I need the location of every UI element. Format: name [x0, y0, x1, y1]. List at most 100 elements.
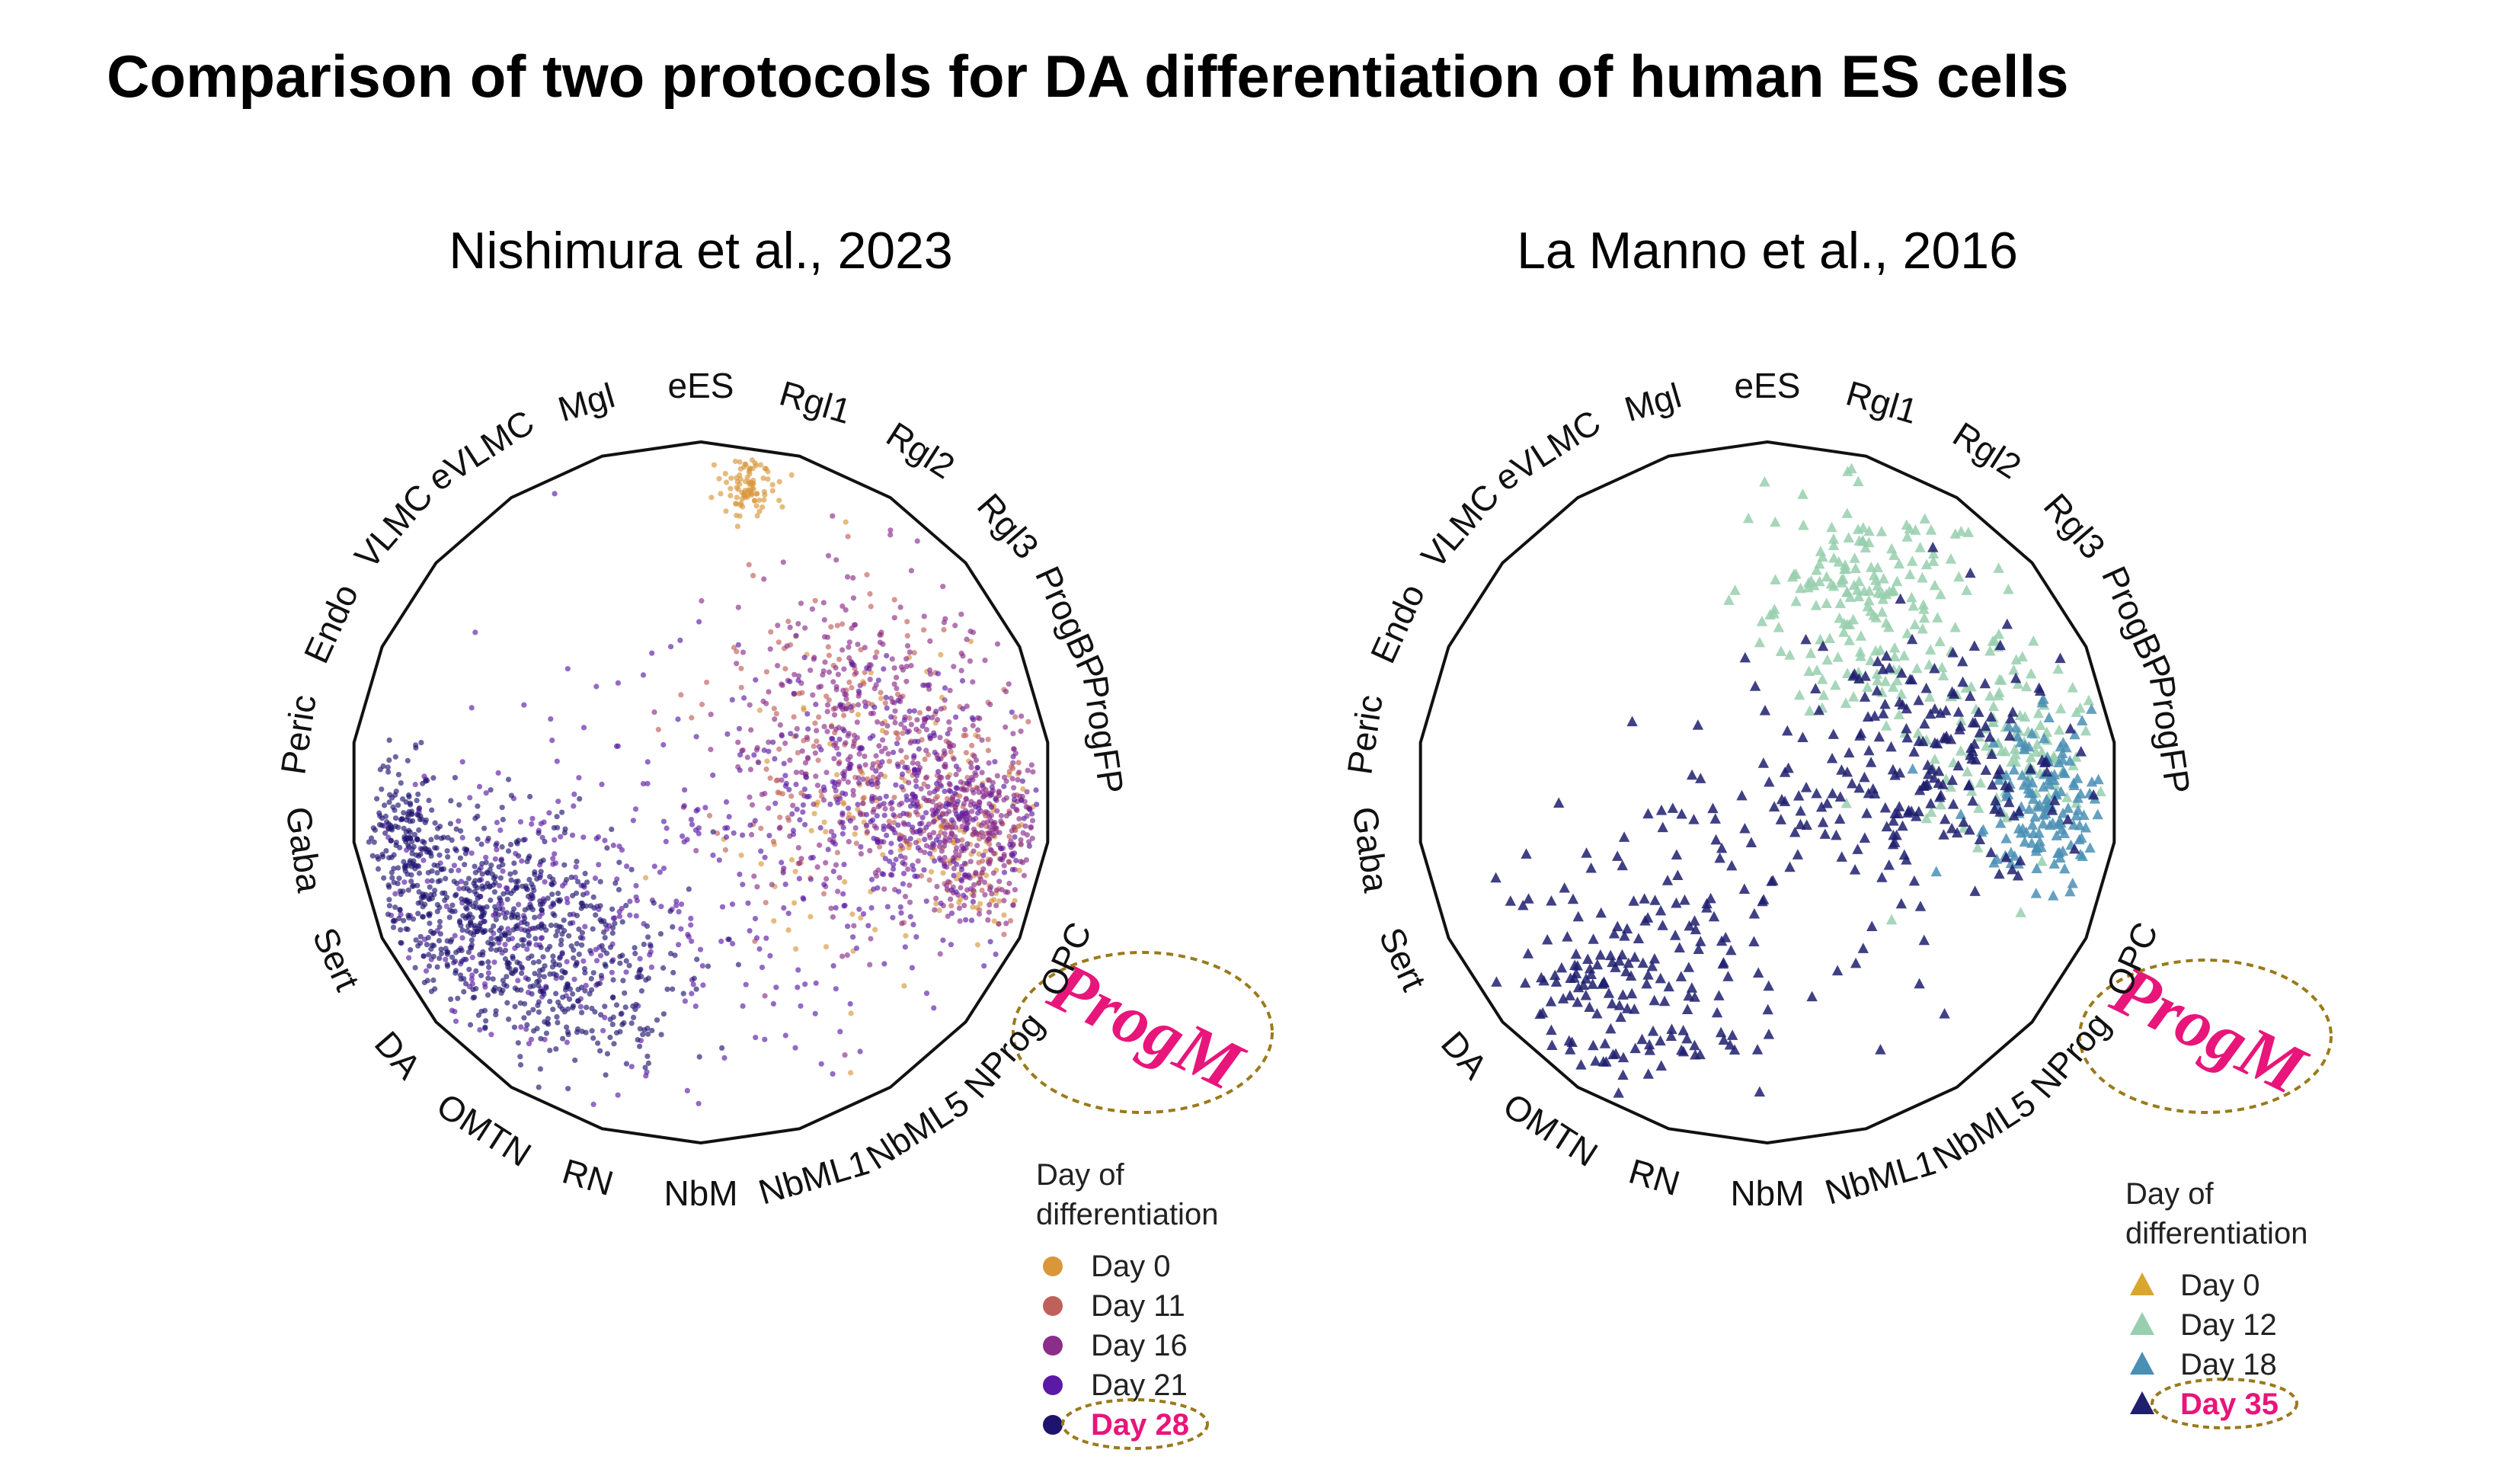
point-day-16 [872, 655, 878, 661]
point-day-21 [919, 815, 926, 821]
point-day-35 [1689, 915, 1700, 926]
legend-label-day-16: Day 16 [1091, 1329, 1188, 1362]
point-day-21 [902, 944, 908, 950]
point-day-35 [1657, 920, 1668, 930]
point-day-12 [1844, 619, 1856, 629]
axis-label-sert: Sert [305, 921, 367, 997]
point-day-12 [1876, 526, 1888, 536]
point-day-12 [1870, 575, 1882, 585]
point-day-16 [946, 719, 952, 725]
point-day-28 [641, 1027, 648, 1033]
point-day-21 [891, 811, 897, 818]
point-day-28 [432, 986, 438, 992]
point-day-11 [814, 738, 820, 744]
point-day-28 [598, 1012, 604, 1018]
point-day-21 [595, 834, 602, 840]
point-day-16 [982, 891, 988, 898]
point-day-35 [1889, 769, 1901, 780]
point-day-21 [839, 810, 846, 816]
point-day-35 [1965, 567, 1976, 578]
point-day-35 [1852, 843, 1863, 854]
point-day-28 [437, 955, 443, 962]
point-day-21 [881, 801, 887, 807]
point-day-12 [1910, 524, 1921, 535]
point-day-11 [782, 666, 788, 672]
point-day-21 [443, 956, 449, 962]
point-day-28 [413, 937, 419, 943]
point-day-11 [891, 597, 897, 603]
point-day-11 [977, 907, 983, 913]
point-day-11 [904, 632, 910, 639]
point-day-21 [920, 682, 926, 688]
point-day-28 [405, 757, 411, 763]
point-day-28 [493, 842, 499, 848]
point-day-35 [1605, 949, 1617, 961]
point-day-12 [1972, 842, 1984, 853]
point-day-16 [908, 722, 914, 728]
point-day-18 [1993, 774, 2004, 785]
point-day-12 [1906, 591, 1917, 603]
point-day-21 [660, 818, 667, 824]
point-day-35 [1661, 875, 1674, 885]
point-day-21 [571, 803, 577, 809]
point-day-28 [372, 827, 378, 833]
point-day-18 [2086, 776, 2098, 787]
point-day-16 [823, 770, 830, 776]
point-day-35 [1657, 821, 1668, 833]
point-day-35 [1521, 848, 1532, 859]
point-day-21 [1034, 802, 1040, 808]
point-day-16 [812, 750, 818, 756]
point-day-16 [958, 779, 964, 785]
point-day-35 [1550, 976, 1562, 987]
point-day-21 [884, 904, 891, 910]
point-day-18 [2023, 783, 2034, 794]
point-day-21 [881, 666, 887, 672]
point-day-35 [1584, 1001, 1595, 1012]
point-day-28 [511, 860, 517, 866]
point-day-28 [735, 962, 742, 968]
point-day-28 [543, 1030, 550, 1036]
point-day-21 [597, 952, 604, 959]
point-day-12 [1828, 552, 1840, 563]
point-day-11 [763, 669, 770, 675]
point-day-28 [410, 818, 416, 824]
point-day-16 [824, 702, 831, 708]
point-day-35 [1974, 727, 1985, 738]
point-day-21 [491, 959, 497, 965]
point-day-28 [518, 987, 524, 993]
point-day-28 [472, 878, 478, 884]
point-day-16 [1006, 880, 1012, 887]
point-day-21 [935, 671, 942, 677]
point-day-28 [417, 940, 424, 946]
point-day-28 [409, 863, 415, 869]
axis-label-nbm: NbM [664, 1173, 737, 1213]
point-day-21 [630, 818, 637, 824]
point-day-0 [983, 872, 990, 879]
point-day-28 [504, 1000, 510, 1006]
point-day-11 [768, 629, 774, 635]
point-day-0 [769, 482, 776, 488]
point-day-0 [738, 852, 744, 859]
point-day-21 [800, 895, 806, 901]
point-day-16 [775, 623, 781, 629]
point-day-21 [495, 770, 501, 776]
point-day-35 [2062, 813, 2074, 824]
point-day-28 [401, 825, 407, 831]
point-day-12 [2061, 792, 2073, 802]
point-day-16 [947, 837, 953, 843]
point-day-16 [899, 920, 905, 927]
point-day-21 [933, 709, 939, 715]
point-day-21 [802, 981, 808, 987]
point-day-21 [980, 853, 987, 859]
point-day-28 [481, 910, 488, 916]
point-day-35 [1739, 651, 1751, 663]
point-day-28 [576, 926, 582, 933]
point-day-0 [752, 498, 758, 504]
point-day-28 [469, 914, 475, 920]
legend-marker-day-0 [2130, 1272, 2154, 1295]
radial-plot-right: eES Rgl1Rgl2Rgl3ProgBPProgFPProgMOPCNProg… [1339, 366, 2333, 1429]
point-day-16 [1003, 724, 1009, 730]
point-day-21 [682, 998, 689, 1004]
point-day-21 [800, 809, 806, 815]
point-day-35 [1800, 781, 1812, 792]
